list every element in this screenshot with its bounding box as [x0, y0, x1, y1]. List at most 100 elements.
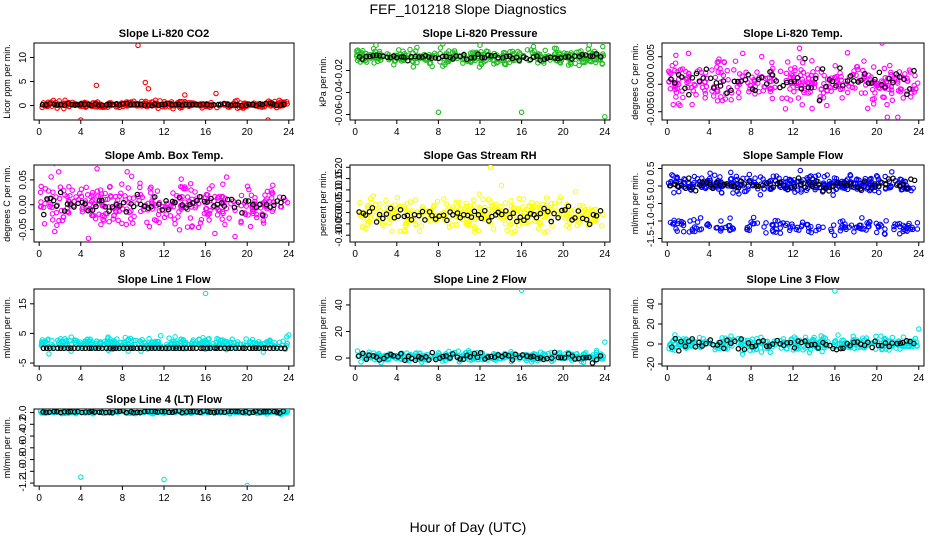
data-point — [769, 59, 775, 66]
data-point — [770, 229, 776, 235]
data-point — [669, 172, 675, 178]
data-point — [270, 182, 276, 189]
data-point — [113, 209, 119, 215]
data-point — [846, 224, 853, 230]
data-point-black — [858, 77, 864, 84]
outlier-point — [93, 82, 100, 89]
data-point-black — [569, 56, 575, 62]
data-point-black — [703, 179, 710, 185]
outlier-point — [602, 339, 608, 345]
data-point-black — [278, 199, 284, 206]
data-point — [78, 186, 85, 193]
y-axis-label: degrees C per min. — [2, 165, 12, 242]
data-point — [690, 182, 697, 188]
x-tick-label: 12 — [474, 127, 486, 138]
data-point — [471, 229, 478, 235]
data-point — [520, 204, 526, 210]
data-point — [55, 339, 62, 346]
data-point-black — [162, 345, 169, 352]
data-point — [58, 339, 65, 345]
data-point — [667, 219, 674, 226]
data-point-black — [148, 203, 155, 210]
data-point — [873, 333, 879, 340]
data-point-black — [713, 80, 720, 86]
data-point — [144, 219, 150, 226]
data-point — [704, 222, 710, 228]
data-point — [694, 219, 701, 225]
data-point-black — [710, 85, 717, 91]
data-point — [735, 89, 742, 96]
outlier-point — [879, 43, 885, 46]
data-point — [69, 187, 76, 193]
x-tick-label: 4 — [78, 249, 84, 260]
data-point-black — [805, 84, 812, 91]
x-tick-label: 0 — [352, 127, 358, 138]
data-point — [195, 224, 202, 231]
x-tick-label: 12 — [787, 127, 799, 138]
data-point — [897, 88, 904, 95]
data-point-black — [904, 91, 910, 98]
data-point-black — [829, 78, 836, 85]
outlier-point — [884, 114, 891, 120]
data-point — [748, 219, 754, 225]
data-point-black — [208, 102, 215, 108]
data-point — [417, 350, 423, 356]
data-point-black — [724, 181, 730, 187]
data-point — [118, 190, 124, 197]
data-point — [763, 220, 769, 226]
panel-2: Slope Li-820 Pressure kPa per min. 0 4 8 12 16… — [318, 28, 611, 138]
data-point — [759, 53, 765, 60]
data-point — [720, 340, 726, 347]
data-point — [799, 101, 806, 108]
data-point-black — [738, 336, 745, 342]
data-point — [544, 228, 551, 235]
data-point-black — [47, 345, 53, 352]
data-point — [889, 334, 896, 341]
data-point-black — [96, 409, 103, 416]
x-tick-label: 4 — [706, 373, 712, 384]
data-point — [524, 47, 531, 53]
data-point-black — [429, 55, 435, 61]
data-point — [130, 195, 137, 201]
panel-title: Slope Line 1 Flow — [118, 274, 211, 286]
data-point — [914, 226, 921, 232]
data-point — [440, 43, 446, 47]
panel-title: Slope Sample Flow — [743, 150, 844, 162]
data-point — [377, 201, 383, 207]
data-point-black — [280, 409, 287, 414]
scatter-points — [665, 167, 921, 239]
data-point — [551, 51, 558, 58]
data-point-black — [145, 205, 152, 211]
data-point-black — [165, 100, 172, 107]
data-point — [459, 60, 466, 66]
data-point-black — [724, 337, 730, 343]
data-point-black — [162, 101, 168, 107]
data-point-black — [776, 179, 783, 186]
data-point — [537, 220, 544, 227]
x-tick-label: 4 — [394, 127, 400, 138]
data-point — [891, 226, 897, 233]
panel-3: Slope Li-820 Temp. degrees C per min. 0 4 8 1… — [630, 28, 925, 138]
data-point-black — [359, 56, 366, 62]
data-point — [798, 189, 804, 195]
data-point — [685, 84, 691, 91]
data-point-black — [169, 198, 176, 205]
data-point — [878, 223, 885, 229]
data-point — [593, 56, 599, 63]
data-point — [856, 222, 863, 229]
data-point — [485, 196, 492, 203]
data-point — [354, 48, 360, 54]
data-point-black — [911, 177, 918, 184]
outlier-point — [145, 85, 152, 92]
data-point — [504, 227, 510, 234]
panel-7: Slope Line 1 Flow ml/min per min. 0 4 8 12 16 2… — [2, 274, 295, 384]
data-point-black — [221, 203, 228, 209]
data-point — [242, 210, 248, 216]
data-point-black — [253, 204, 260, 211]
y-tick-label: -0.2 — [18, 415, 29, 433]
x-tick-label: 24 — [599, 249, 611, 260]
data-point-black — [137, 345, 144, 352]
data-point — [758, 349, 765, 355]
data-point — [531, 203, 538, 210]
data-point — [187, 180, 194, 187]
